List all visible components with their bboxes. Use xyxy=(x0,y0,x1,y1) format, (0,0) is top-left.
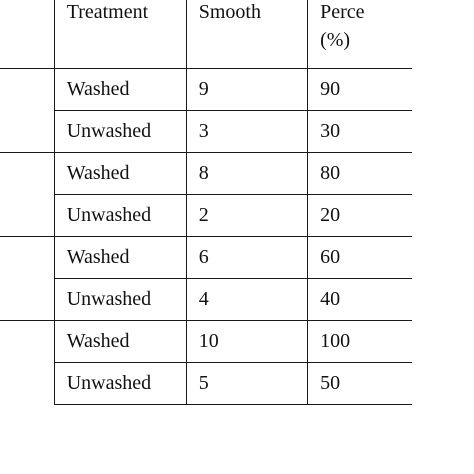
treatment-cell: Unwashed xyxy=(53,109,187,152)
treatment-cell: Unwashed xyxy=(53,277,187,320)
location-cell xyxy=(0,235,55,320)
location-cell xyxy=(0,151,55,236)
location-cell xyxy=(0,67,55,152)
treatment-cell: Washed xyxy=(53,151,187,194)
results-table: ation Treatment Smooth Perce (%) Washed … xyxy=(0,0,412,405)
percent-cell: 20 xyxy=(307,193,412,236)
smooth-cell: 3 xyxy=(185,109,308,152)
percent-cell: 80 xyxy=(307,151,412,194)
table-row: Unwashed 4 40 xyxy=(0,277,412,320)
percent-cell: 90 xyxy=(307,67,412,110)
header-location: ation xyxy=(0,0,55,69)
treatment-cell: Washed xyxy=(53,67,187,110)
table-row: Washed 9 90 xyxy=(0,67,412,152)
percent-cell: 100 xyxy=(307,319,412,362)
header-percent-label: Perce xyxy=(320,1,365,23)
header-treatment: Treatment xyxy=(53,0,187,69)
treatment-cell: Washed xyxy=(53,235,187,278)
header-percent-unit: (%) xyxy=(320,29,351,51)
percent-cell: 50 xyxy=(307,361,412,405)
percent-cell: 40 xyxy=(307,277,412,320)
table-row: Unwashed 2 20 xyxy=(0,193,412,236)
header-smooth-label: Smooth xyxy=(198,1,261,23)
smooth-cell: 10 xyxy=(185,319,308,362)
smooth-cell: 5 xyxy=(185,361,308,405)
treatment-cell: Washed xyxy=(53,319,187,362)
header-percent: Perce (%) xyxy=(307,0,412,69)
smooth-cell: 4 xyxy=(185,277,308,320)
treatment-cell: Unwashed xyxy=(53,361,187,405)
percent-cell: 30 xyxy=(307,109,412,152)
smooth-cell: 2 xyxy=(185,193,308,236)
smooth-cell: 8 xyxy=(185,151,308,194)
treatment-cell: Unwashed xyxy=(53,193,187,236)
percent-cell: 60 xyxy=(307,235,412,278)
table-row: Washed 10 100 xyxy=(0,319,412,404)
smooth-cell: 9 xyxy=(185,67,308,110)
table-row: Washed 8 80 xyxy=(0,151,412,236)
table-row: Unwashed 5 50 xyxy=(0,361,412,405)
table-row: Unwashed 3 30 xyxy=(0,109,412,152)
header-treatment-label: Treatment xyxy=(66,1,149,23)
smooth-cell: 6 xyxy=(185,235,308,278)
table-row: Washed 6 60 xyxy=(0,235,412,320)
location-cell xyxy=(0,319,55,404)
header-row: ation Treatment Smooth Perce (%) xyxy=(0,0,412,69)
header-smooth: Smooth xyxy=(185,0,308,69)
